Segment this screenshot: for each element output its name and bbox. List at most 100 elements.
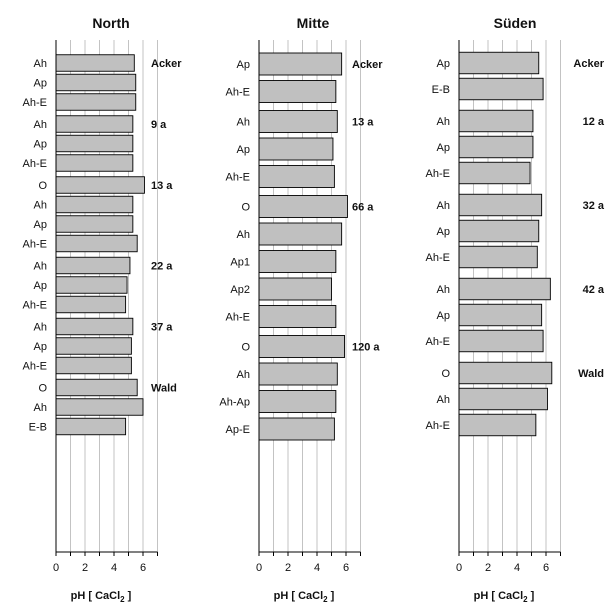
category-label: Ah: [237, 369, 250, 381]
group-label: 13 a: [352, 117, 374, 129]
category-label: O: [441, 368, 450, 380]
bar: [55, 93, 137, 111]
x-tick-label: 6: [140, 562, 146, 574]
category-label: Ah-E: [226, 312, 250, 324]
bar: [458, 277, 551, 301]
category-label: Ap: [437, 310, 450, 322]
bar: [55, 398, 144, 416]
bar: [258, 222, 343, 246]
category-label: Ah: [237, 117, 250, 129]
group-label: Wald: [578, 368, 604, 380]
category-label: Ah-E: [23, 361, 47, 373]
x-tick-label: 2: [485, 562, 491, 574]
bar: [258, 390, 337, 413]
group-label: 42 a: [583, 284, 605, 296]
bar: [458, 361, 553, 385]
category-label: Ap-E: [226, 424, 250, 436]
bar: [55, 378, 138, 397]
bar: [55, 295, 127, 314]
bar: [458, 77, 544, 101]
category-label: O: [241, 342, 250, 354]
bar: [458, 303, 543, 327]
category-label: Ap: [34, 78, 47, 90]
category-label: Ap: [437, 226, 450, 238]
category-label: Ah: [34, 261, 47, 273]
panel-title: Süden: [494, 15, 537, 31]
bar: [458, 161, 531, 185]
bar: [258, 195, 348, 218]
bar: [458, 329, 544, 353]
x-tick-label: 6: [543, 562, 549, 574]
group-label: 22 a: [151, 261, 173, 273]
category-label: Ah-E: [426, 168, 450, 180]
group-label: 12 a: [583, 116, 605, 128]
x-tick-label: 4: [314, 562, 320, 574]
bar: [55, 154, 134, 172]
group-label: 9 a: [151, 119, 167, 131]
category-label: Ap2: [230, 284, 250, 296]
category-label: O: [241, 202, 250, 214]
category-label: Ah: [237, 229, 250, 241]
category-label: Ap: [34, 280, 47, 292]
category-label: E-B: [432, 84, 450, 96]
category-label: Ah-E: [426, 336, 450, 348]
bar: [458, 219, 540, 243]
category-label: Ah-E: [23, 158, 47, 170]
x-tick-label: 4: [514, 562, 520, 574]
group-label: 37 a: [151, 322, 173, 334]
category-label: Ah: [437, 284, 450, 296]
bar: [258, 137, 334, 161]
bar: [55, 276, 128, 294]
category-label: Ah: [34, 402, 47, 414]
bar: [458, 245, 538, 269]
x-tick-label: 4: [111, 562, 117, 574]
bar: [258, 52, 343, 76]
x-tick-label: 0: [53, 562, 59, 574]
category-label: Ap: [437, 142, 450, 154]
group-label: Acker: [352, 59, 383, 71]
bar: [55, 234, 138, 253]
bar: [55, 356, 132, 375]
category-label: Ah: [437, 116, 450, 128]
x-axis-label: pH [ CaCl2 ]: [474, 590, 535, 604]
category-label: O: [38, 180, 47, 192]
x-tick-label: 0: [456, 562, 462, 574]
panel-mitte: Mitte Ap Ah-E Acker Ah Ap Ah-E 13 a O Ah Ap1 Ap2 Ah…: [219, 15, 383, 604]
panel-title: Mitte: [297, 15, 330, 31]
category-label: Ap1: [230, 257, 250, 269]
x-tick-label: 2: [285, 562, 291, 574]
bar: [258, 165, 335, 188]
category-label: Ap: [34, 341, 47, 353]
group-label: 120 a: [352, 342, 380, 354]
bar: [55, 417, 127, 436]
category-label: Ap: [237, 59, 250, 71]
bar: [258, 250, 337, 273]
x-axis-label: pH [ CaCl2 ]: [274, 590, 335, 604]
category-label: Ah: [437, 200, 450, 212]
category-label: Ap: [237, 144, 250, 156]
category-label: O: [38, 383, 47, 395]
bar: [258, 80, 337, 103]
bar: [458, 193, 543, 217]
bar: [458, 387, 548, 411]
bar: [458, 135, 534, 159]
bar: [55, 195, 134, 214]
category-label: Ah: [34, 200, 47, 212]
panel-north: North Ah Ap Ah-E Acker Ah Ap Ah-E 9 a O Ah Ap Ah-E 1…: [23, 15, 183, 604]
bar: [55, 317, 134, 336]
category-label: Ah-E: [23, 239, 47, 251]
category-label: Ap: [34, 219, 47, 231]
bar: [55, 176, 145, 194]
bar: [458, 413, 537, 437]
category-label: Ah: [34, 58, 47, 70]
group-label: Acker: [573, 58, 604, 70]
category-label: Ah: [437, 394, 450, 406]
bar: [258, 335, 346, 358]
x-tick-label: 6: [343, 562, 349, 574]
group-label: Wald: [151, 383, 177, 395]
group-label: Acker: [151, 58, 182, 70]
category-label: Ah-Ap: [219, 397, 250, 409]
bar: [258, 305, 337, 328]
category-label: Ah: [34, 119, 47, 131]
